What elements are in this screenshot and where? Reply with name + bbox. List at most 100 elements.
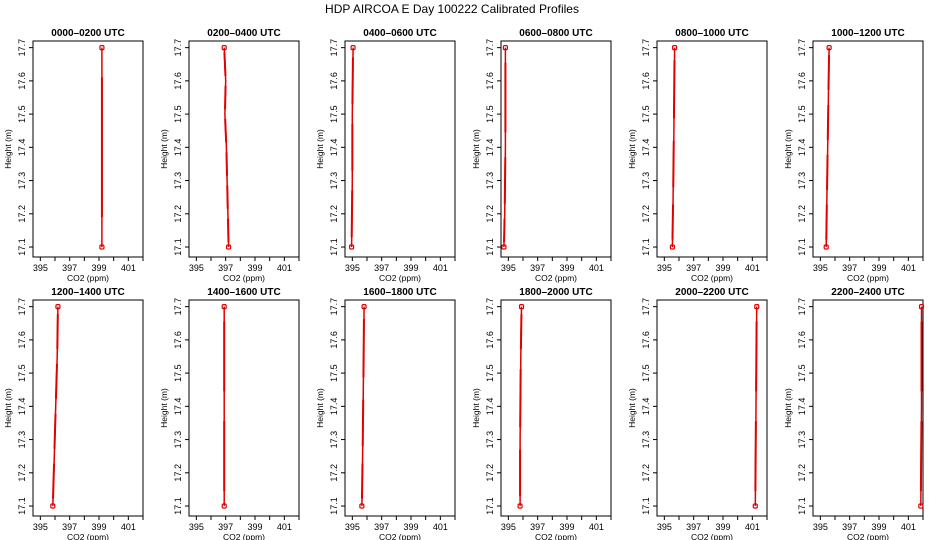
y-tick-label: 17.2 bbox=[797, 464, 807, 482]
y-tick-label: 17.3 bbox=[485, 172, 495, 190]
x-tick-label: 399 bbox=[91, 522, 106, 532]
x-tick-label: 395 bbox=[33, 263, 48, 273]
x-tick-label: 401 bbox=[433, 522, 448, 532]
y-tick-label: 17.1 bbox=[17, 238, 27, 256]
y-tick-label: 17.2 bbox=[641, 464, 651, 482]
plot-frame bbox=[32, 299, 144, 517]
x-tick-label: 395 bbox=[501, 263, 516, 273]
y-axis-label: Height (m) bbox=[783, 129, 793, 169]
x-tick-label: 399 bbox=[715, 522, 730, 532]
profile-segment bbox=[56, 314, 59, 350]
y-tick-label: 17.4 bbox=[329, 398, 339, 416]
y-tick-label: 17.2 bbox=[17, 205, 27, 223]
profile-segment bbox=[224, 119, 228, 143]
profile-segment bbox=[52, 463, 56, 499]
y-tick-label: 17.4 bbox=[173, 398, 183, 416]
y-axis-label: Height (m) bbox=[3, 388, 13, 428]
plot-frame bbox=[812, 299, 924, 517]
y-tick-label: 17.3 bbox=[329, 172, 339, 190]
panel-title: 0400–0600 UTC bbox=[363, 28, 436, 39]
profile-endpoint bbox=[99, 244, 105, 250]
x-tick-label: 395 bbox=[657, 522, 672, 532]
x-tick-label: 395 bbox=[501, 522, 516, 532]
profile-segment bbox=[826, 104, 830, 140]
x-axis-label: CO2 (ppm) bbox=[691, 532, 733, 540]
y-tick-label: 17.3 bbox=[641, 431, 651, 449]
panel-title: 2200–2400 UTC bbox=[831, 287, 904, 298]
y-tick-label: 17.4 bbox=[485, 398, 495, 416]
panel-title: 0000–0200 UTC bbox=[51, 28, 124, 39]
y-tick-label: 17.2 bbox=[17, 464, 27, 482]
profile-segment bbox=[755, 321, 758, 392]
y-tick-label: 17.5 bbox=[17, 105, 27, 123]
x-axis-label: CO2 (ppm) bbox=[223, 532, 265, 540]
y-tick-label: 17.7 bbox=[173, 39, 183, 57]
profile-segment bbox=[503, 218, 506, 243]
profile-line bbox=[223, 47, 230, 248]
y-tick-label: 17.2 bbox=[485, 464, 495, 482]
profile-segment bbox=[361, 399, 365, 447]
x-tick-label: 401 bbox=[589, 263, 604, 273]
y-tick-label: 17.4 bbox=[329, 139, 339, 157]
profile-endpoint bbox=[752, 503, 758, 509]
x-tick-label: 395 bbox=[189, 263, 204, 273]
profile-endpoint bbox=[518, 304, 525, 310]
panel-title: 1200–1400 UTC bbox=[51, 287, 124, 298]
y-axis-label: Height (m) bbox=[783, 388, 793, 428]
chart-panel: 0400–0600 UTC 395 397 399 401 CO2 (ppm) 17.1 17… bbox=[315, 28, 456, 283]
y-tick-label: 17.5 bbox=[17, 364, 27, 382]
profile-endpoint bbox=[50, 503, 56, 509]
profile-segment bbox=[919, 421, 923, 492]
x-tick-label: 397 bbox=[842, 263, 857, 273]
x-tick-label: 395 bbox=[189, 522, 204, 532]
y-tick-label: 17.4 bbox=[641, 139, 651, 157]
x-tick-label: 395 bbox=[345, 522, 360, 532]
profile-segment bbox=[223, 52, 227, 76]
y-tick-label: 17.1 bbox=[485, 238, 495, 256]
profile-endpoint bbox=[221, 45, 227, 51]
x-tick-label: 397 bbox=[530, 263, 545, 273]
chart-panel: 1800–2000 UTC 395 397 399 401 CO2 (ppm) 17.1 17… bbox=[471, 287, 612, 540]
y-tick-label: 17.3 bbox=[641, 172, 651, 190]
y-tick-label: 17.3 bbox=[797, 172, 807, 190]
x-tick-label: 397 bbox=[686, 263, 701, 273]
y-tick-label: 17.4 bbox=[17, 398, 27, 416]
panel-title: 0800–1000 UTC bbox=[675, 28, 748, 39]
chart-panel: 0600–0800 UTC 395 397 399 401 CO2 (ppm) 17.1 17… bbox=[471, 28, 612, 283]
profile-endpoint bbox=[501, 244, 507, 250]
x-tick-label: 395 bbox=[33, 522, 48, 532]
x-tick-label: 397 bbox=[374, 263, 389, 273]
y-tick-label: 17.2 bbox=[173, 205, 183, 223]
profile-endpoint bbox=[221, 503, 227, 509]
x-axis-label: CO2 (ppm) bbox=[67, 532, 109, 540]
profile-endpoint bbox=[226, 244, 232, 250]
x-tick-label: 399 bbox=[91, 263, 106, 273]
y-tick-label: 17.6 bbox=[17, 72, 27, 90]
y-tick-label: 17.5 bbox=[641, 364, 651, 382]
plot-frame bbox=[812, 40, 924, 258]
plot-frame bbox=[500, 299, 612, 517]
y-tick-label: 17.6 bbox=[173, 331, 183, 349]
y-tick-label: 17.5 bbox=[173, 105, 183, 123]
x-tick-label: 401 bbox=[121, 522, 136, 532]
chart-panels: 0000–0200 UTC 395 397 399 401 CO2 (ppm) 17.1 17… bbox=[3, 28, 925, 540]
y-tick-label: 17.4 bbox=[797, 139, 807, 157]
y-tick-label: 17.7 bbox=[485, 39, 495, 57]
profile-segment bbox=[362, 319, 365, 378]
x-tick-label: 401 bbox=[745, 522, 760, 532]
chart-panel: 1200–1400 UTC 395 397 399 401 CO2 (ppm) 17.1 17… bbox=[3, 287, 144, 540]
chart-panel: 2200–2400 UTC 395 397 399 401 CO2 (ppm) 17.1 17… bbox=[783, 287, 925, 540]
y-tick-label: 17.1 bbox=[641, 238, 651, 256]
y-tick-label: 17.1 bbox=[173, 238, 183, 256]
x-axis-label: CO2 (ppm) bbox=[67, 273, 109, 283]
profile-segment bbox=[671, 204, 675, 240]
x-tick-label: 401 bbox=[745, 263, 760, 273]
y-axis-label: Height (m) bbox=[627, 388, 637, 428]
y-tick-label: 17.1 bbox=[17, 497, 27, 515]
plot-frame bbox=[344, 40, 456, 258]
x-axis-label: CO2 (ppm) bbox=[847, 532, 889, 540]
y-tick-label: 17.1 bbox=[797, 238, 807, 256]
y-tick-label: 17.4 bbox=[173, 139, 183, 157]
chart-panel: 0800–1000 UTC 395 397 399 401 CO2 (ppm) 17.1 17… bbox=[627, 28, 768, 283]
profile-segment bbox=[225, 152, 229, 176]
